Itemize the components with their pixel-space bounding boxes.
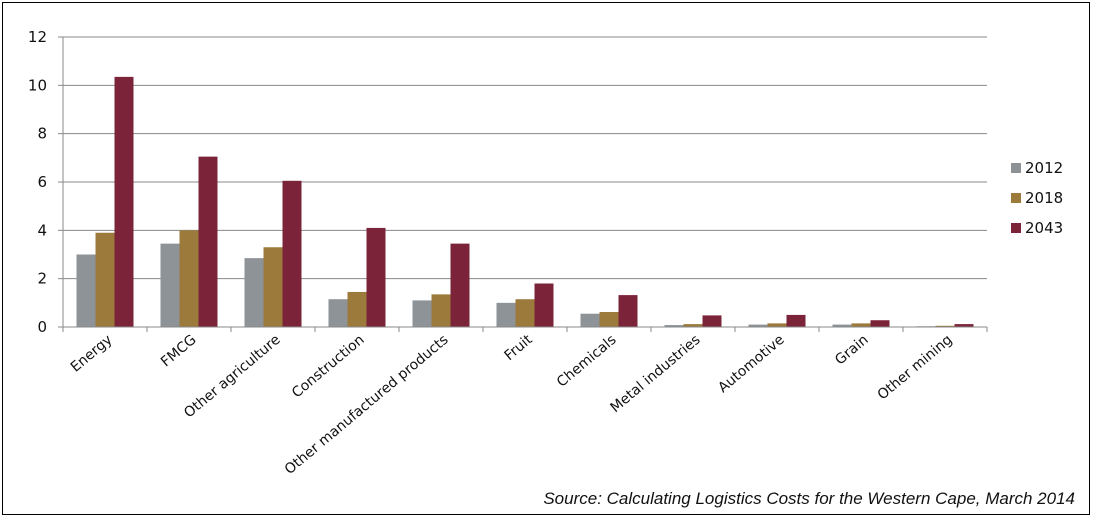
bar-2018 [95, 232, 115, 327]
bar-2018 [935, 325, 955, 327]
bar-2018 [431, 294, 451, 327]
y-tick-label: 2 [37, 270, 47, 288]
bar-2012 [580, 313, 600, 327]
bar-2018 [515, 299, 535, 327]
bar-2043 [114, 76, 134, 327]
x-tick-label: Chemicals [554, 332, 620, 391]
bar-2012 [328, 299, 348, 327]
x-tick-label: Grain [832, 332, 871, 369]
legend-label-2043: 2043 [1025, 219, 1063, 237]
bar-2012 [244, 258, 264, 327]
legend-swatch-2012 [1011, 163, 1021, 173]
bar-2018 [851, 323, 871, 327]
legend: 2012 2018 2043 [1011, 159, 1063, 237]
y-axis: 0 2 4 6 8 10 12 [28, 28, 64, 336]
x-tick-label: Other mining [875, 332, 956, 404]
y-tick-label: 6 [37, 173, 47, 191]
bar-2012 [664, 325, 684, 327]
bars [76, 76, 974, 327]
bar-2012 [832, 324, 852, 327]
bar-2018 [347, 291, 367, 327]
x-tick-label: Metal industries [608, 332, 704, 416]
bar-2043 [870, 320, 890, 327]
source-note: Source: Calculating Logistics Costs for … [543, 489, 1075, 508]
bar-2043 [534, 283, 554, 327]
bar-2012 [412, 300, 432, 327]
bar-2018 [767, 323, 787, 327]
bar-2043 [618, 295, 638, 327]
bar-2043 [282, 180, 302, 327]
bar-2012 [76, 254, 96, 327]
legend-label-2012: 2012 [1025, 159, 1063, 177]
bar-2012 [496, 302, 516, 327]
x-tick-label: Energy [68, 332, 116, 376]
bar-2043 [198, 156, 218, 327]
bar-2043 [786, 314, 806, 327]
bar-2043 [450, 243, 470, 327]
y-tick-label: 12 [28, 28, 47, 46]
legend-swatch-2018 [1011, 193, 1021, 203]
bar-2012 [748, 324, 768, 327]
bar-2012 [160, 243, 180, 327]
bar-2043 [366, 227, 386, 327]
y-tick-label: 8 [37, 125, 47, 143]
bar-2043 [954, 324, 974, 327]
x-tick-label: Fruit [502, 331, 536, 364]
y-tick-label: 4 [37, 221, 47, 239]
bar-2018 [683, 324, 703, 327]
x-tick-label: Automotive [715, 332, 787, 396]
bar-2018 [179, 230, 199, 327]
bar-2018 [263, 247, 283, 327]
y-tick-label: 10 [28, 76, 47, 94]
legend-label-2018: 2018 [1025, 189, 1063, 207]
legend-swatch-2043 [1011, 223, 1021, 233]
x-tick-label: Other manufactured products [282, 332, 452, 478]
bar-2018 [599, 312, 619, 327]
y-tick-label: 0 [37, 318, 47, 336]
bar-2043 [702, 315, 722, 327]
x-tick-label: Construction [289, 332, 368, 402]
x-tick-label: FMCG [158, 332, 200, 370]
